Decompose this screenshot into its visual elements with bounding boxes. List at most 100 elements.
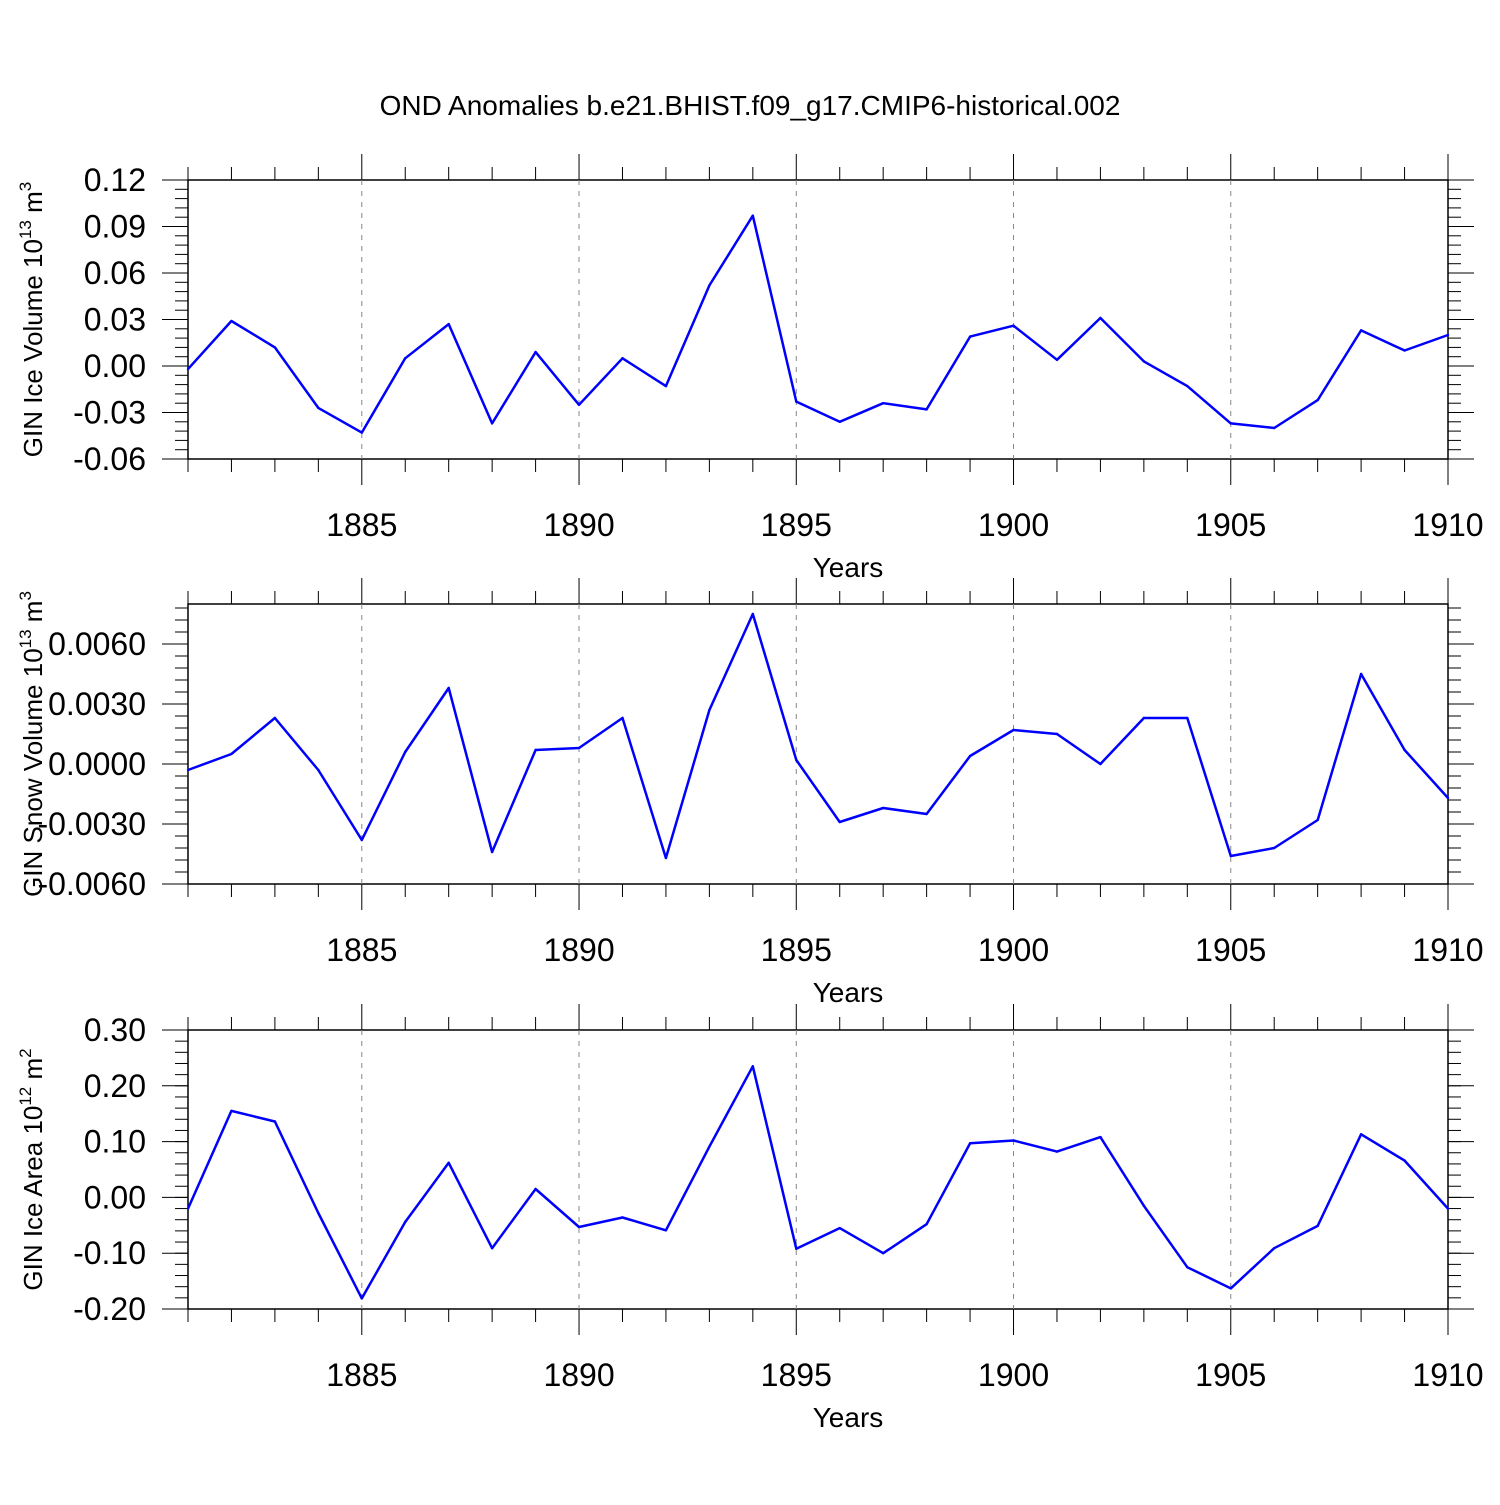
data-point bbox=[1403, 748, 1406, 752]
data-point bbox=[838, 1226, 841, 1230]
data-point bbox=[621, 716, 624, 720]
data-point bbox=[795, 1247, 798, 1250]
y-axis-label-exponent: 13 bbox=[16, 220, 35, 239]
data-point bbox=[881, 1252, 885, 1255]
data-point bbox=[1273, 846, 1276, 850]
data-point bbox=[360, 431, 363, 434]
data-point bbox=[273, 346, 277, 349]
data-point bbox=[273, 716, 277, 720]
data-point bbox=[1055, 732, 1059, 736]
y-axis-label-text: GIN Ice Volume 10 bbox=[18, 239, 48, 457]
data-point bbox=[490, 422, 494, 425]
plot-frame bbox=[187, 603, 1449, 885]
data-point bbox=[230, 319, 233, 323]
x-tick-label: 1890 bbox=[543, 507, 614, 543]
data-point bbox=[1229, 422, 1232, 425]
data-point bbox=[404, 750, 407, 754]
data-point bbox=[925, 408, 928, 411]
y-axis-label-text: GIN Ice Area 10 bbox=[18, 1106, 48, 1291]
x-tick-label: 1885 bbox=[326, 932, 397, 968]
data-point bbox=[1229, 854, 1232, 858]
y-tick-label: -0.06 bbox=[73, 441, 146, 477]
data-point bbox=[447, 322, 450, 326]
y-axis-label-unit-exponent: 3 bbox=[16, 182, 35, 191]
data-point bbox=[534, 350, 537, 354]
data-point bbox=[1316, 398, 1319, 402]
data-point bbox=[1186, 384, 1189, 388]
data-point bbox=[881, 806, 885, 810]
y-axis-label-unit-exponent: 2 bbox=[16, 1048, 35, 1057]
data-point bbox=[1316, 818, 1319, 822]
plot-frame bbox=[187, 1029, 1449, 1310]
x-tick-label: 1905 bbox=[1195, 507, 1266, 543]
data-point bbox=[1446, 333, 1450, 337]
data-point bbox=[751, 214, 755, 217]
data-point bbox=[404, 1220, 407, 1224]
data-point bbox=[621, 357, 624, 360]
data-point bbox=[1186, 716, 1189, 720]
chart-title: OND Anomalies b.e21.BHIST.f09_g17.CMIP6-… bbox=[380, 90, 1121, 121]
data-point bbox=[1403, 349, 1406, 352]
data-point bbox=[795, 758, 798, 762]
data-point bbox=[447, 686, 450, 690]
x-tick-label: 1905 bbox=[1195, 932, 1266, 968]
data-point bbox=[317, 768, 320, 772]
x-tick-label: 1895 bbox=[761, 1357, 832, 1393]
data-point bbox=[1055, 1150, 1059, 1153]
y-tick-label: 0.10 bbox=[84, 1124, 146, 1160]
data-point bbox=[577, 403, 581, 406]
y-tick-label: 0.20 bbox=[84, 1068, 146, 1104]
y-tick-label: 0.30 bbox=[84, 1012, 146, 1048]
data-point bbox=[925, 812, 928, 816]
data-point bbox=[1055, 358, 1059, 361]
x-tick-label: 1895 bbox=[761, 507, 832, 543]
y-axis-label-unit: m bbox=[18, 1058, 48, 1087]
data-point bbox=[881, 402, 885, 405]
data-point bbox=[621, 1216, 624, 1219]
y-axis-label-exponent: 13 bbox=[16, 629, 35, 648]
x-tick-label: 1885 bbox=[326, 507, 397, 543]
data-point bbox=[838, 420, 841, 423]
x-tick-label: 1910 bbox=[1412, 1357, 1483, 1393]
y-axis-label-unit: m bbox=[18, 191, 48, 220]
data-point bbox=[1446, 796, 1450, 800]
data-point bbox=[1142, 360, 1146, 363]
data-point bbox=[968, 754, 972, 758]
data-point bbox=[1229, 1287, 1232, 1290]
data-point bbox=[1403, 1159, 1406, 1162]
data-point bbox=[925, 1222, 928, 1226]
y-tick-label: -0.03 bbox=[73, 395, 146, 431]
data-point bbox=[1359, 329, 1363, 332]
x-tick-label: 1890 bbox=[543, 932, 614, 968]
data-point bbox=[751, 612, 755, 616]
x-axis-label: Years bbox=[813, 1402, 884, 1433]
data-point bbox=[360, 838, 363, 842]
y-tick-label: 0.0030 bbox=[48, 686, 146, 722]
y-tick-label: 0.0060 bbox=[48, 626, 146, 662]
data-point bbox=[1012, 1139, 1015, 1142]
chart-panel-1: 1885 1890 1895 1900 1905 1910 Years 0.12 0.09 0.0… bbox=[16, 154, 1484, 583]
y-axis-label: GIN Ice Volume 1013 m3 bbox=[16, 182, 48, 458]
data-point bbox=[1446, 1207, 1450, 1210]
x-tick-label: 1895 bbox=[761, 932, 832, 968]
data-point bbox=[751, 1065, 755, 1068]
series-line bbox=[186, 1065, 1449, 1300]
y-tick-label: 0.0000 bbox=[48, 746, 146, 782]
y-tick-label: 0.12 bbox=[84, 162, 146, 198]
data-point bbox=[1099, 762, 1102, 766]
data-point bbox=[664, 384, 668, 388]
y-tick-label: -0.20 bbox=[73, 1291, 146, 1327]
y-tick-label: 0.00 bbox=[84, 348, 146, 384]
x-tick-label: 1910 bbox=[1412, 932, 1483, 968]
series-line bbox=[187, 612, 1449, 860]
data-point bbox=[664, 856, 668, 860]
x-tick-label: 1890 bbox=[543, 1357, 614, 1393]
y-axis-label-exponent: 12 bbox=[16, 1087, 35, 1106]
data-point bbox=[534, 748, 537, 752]
data-point bbox=[1099, 1135, 1102, 1139]
data-point bbox=[577, 1225, 581, 1229]
data-point bbox=[230, 1109, 233, 1113]
data-point bbox=[1142, 716, 1146, 720]
data-point bbox=[708, 284, 711, 287]
